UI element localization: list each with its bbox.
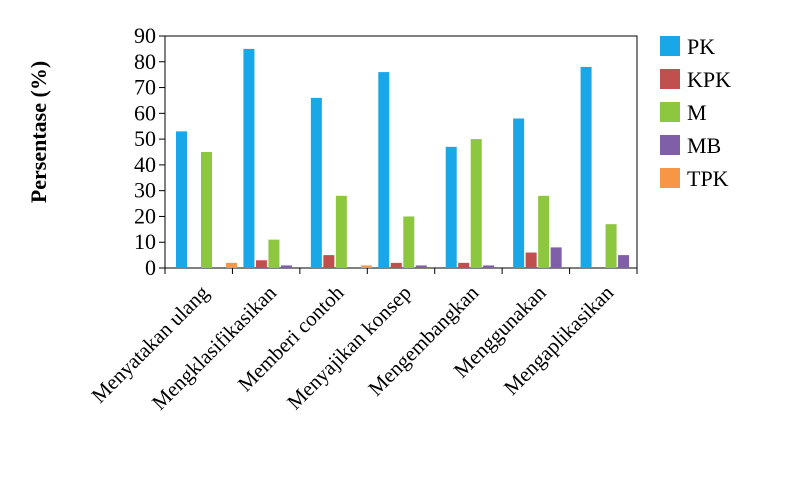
bars — [176, 48, 630, 269]
bar-pk-1 — [243, 48, 255, 269]
bar-mb-1 — [280, 265, 292, 268]
bar-kpk-5 — [525, 252, 537, 268]
legend-label: PK — [687, 34, 715, 59]
bar-mb-3 — [415, 265, 427, 268]
x-category-label: Menyatakan ulang — [87, 280, 214, 407]
y-axis-label: Persentase (%) — [26, 61, 51, 203]
bar-mb-4 — [483, 265, 495, 268]
bar-tpk-0 — [226, 262, 237, 268]
bar-pk-0 — [176, 131, 187, 268]
y-tick-label: 20 — [134, 203, 156, 228]
plot-frame — [164, 35, 638, 269]
y-tick-label: 50 — [134, 126, 156, 151]
y-tick-label: 0 — [145, 255, 156, 280]
legend-label: TPK — [687, 166, 729, 191]
bar-pk-5 — [513, 118, 525, 268]
bar-m-6 — [605, 224, 617, 268]
y-tick-label: 70 — [134, 75, 156, 100]
legend: PK KPK M MB TPK — [660, 34, 731, 191]
bar-pk-6 — [580, 66, 592, 268]
legend-swatch-m — [660, 102, 680, 122]
bar-pk-2 — [310, 97, 322, 268]
bar-kpk-3 — [390, 262, 402, 268]
bar-kpk-4 — [458, 262, 470, 268]
bar-m-4 — [470, 139, 482, 268]
legend-label: MB — [687, 133, 721, 158]
legend-swatch-tpk — [660, 168, 680, 188]
bar-kpk-1 — [255, 260, 267, 268]
bar-tpk-2 — [360, 265, 372, 268]
bar-m-3 — [403, 216, 415, 268]
legend-swatch-mb — [660, 135, 680, 155]
legend-label: KPK — [687, 67, 731, 92]
legend-label: M — [687, 100, 707, 125]
bar-kpk-2 — [323, 255, 335, 268]
y-tick-label: 80 — [134, 49, 156, 74]
bar-m-0 — [201, 152, 212, 268]
y-tick-label: 90 — [134, 23, 156, 48]
x-category-label: Menyajikan konsep — [282, 281, 416, 415]
bar-mb-5 — [550, 247, 562, 268]
legend-swatch-kpk — [660, 69, 680, 89]
bar-m-2 — [335, 195, 347, 268]
x-axis: Menyatakan ulangMengklasifikasikanMember… — [87, 268, 638, 415]
bar-mb-6 — [618, 255, 630, 268]
bar-pk-3 — [378, 72, 390, 268]
bar-m-1 — [268, 239, 280, 268]
bar-m-5 — [538, 195, 550, 268]
y-tick-label: 40 — [134, 152, 156, 177]
y-tick-label: 30 — [134, 178, 156, 203]
bar-pk-4 — [445, 146, 457, 268]
y-tick-label: 60 — [134, 100, 156, 125]
y-tick-label: 10 — [134, 229, 156, 254]
x-category-label: Mengklasifikasikan — [147, 280, 281, 414]
legend-swatch-pk — [660, 36, 680, 56]
